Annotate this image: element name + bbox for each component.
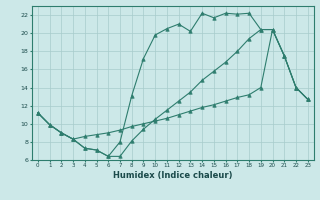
X-axis label: Humidex (Indice chaleur): Humidex (Indice chaleur) [113,171,233,180]
